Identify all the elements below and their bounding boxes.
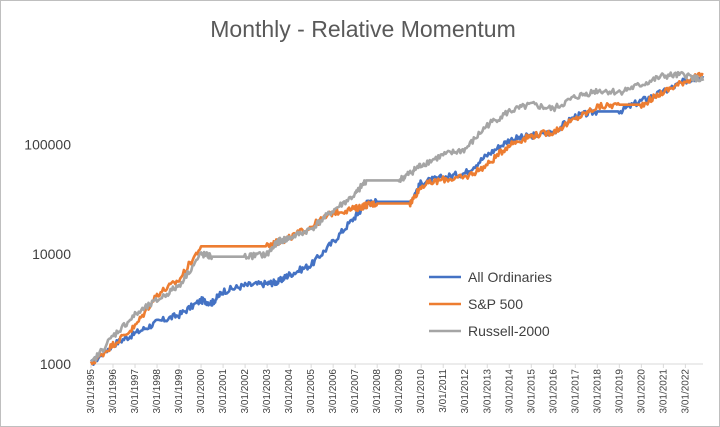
x-tick-label: 3/01/2011	[438, 369, 449, 413]
x-tick-label: 3/01/2005	[306, 369, 317, 414]
x-tick-label: 3/01/2002	[240, 369, 251, 414]
x-tick-label: 3/01/2017	[570, 369, 581, 414]
x-tick-label: 3/01/2018	[592, 369, 603, 414]
x-tick-label: 3/01/2004	[284, 369, 295, 414]
x-tick-label: 3/01/2014	[504, 369, 515, 414]
legend: All Ordinaries S&P 500 Russell-2000	[429, 269, 552, 339]
series-line-s-p-500	[89, 71, 704, 366]
chart-title: Monthly - Relative Momentum	[210, 16, 516, 42]
y-tick-label: 1000	[40, 356, 71, 372]
x-tick-label: 3/01/2015	[526, 369, 537, 414]
y-tick-label: 100000	[24, 136, 71, 152]
y-tick-label: 10000	[32, 246, 71, 262]
x-tick-label: 3/01/2021	[658, 369, 669, 414]
x-tick-label: 3/01/2020	[636, 369, 647, 414]
x-tick-label: 3/01/2007	[350, 369, 361, 414]
x-tick-label: 3/01/2016	[548, 369, 559, 414]
x-tick-label: 3/01/2003	[262, 369, 273, 414]
x-tick-label: 3/01/2010	[416, 369, 427, 414]
x-tick-label: 3/01/1996	[108, 369, 119, 414]
x-tick-label: 3/01/1999	[174, 369, 185, 414]
x-tick-label: 3/01/2008	[372, 369, 383, 414]
x-axis-ticks: 3/01/1995 3/01/1996 3/01/1997 3/01/1998 3/01…	[86, 364, 691, 414]
series-line-all-ordinaries	[90, 74, 705, 366]
x-tick-label: 3/01/2022	[680, 369, 691, 414]
x-tick-label: 3/01/2012	[460, 369, 471, 414]
x-tick-label: 3/01/1997	[130, 369, 141, 414]
x-tick-label: 3/01/2013	[482, 369, 493, 414]
y-axis-ticks: 1000 10000 100000	[24, 136, 71, 372]
series-line-russell-2000	[90, 70, 705, 363]
x-tick-label: 3/01/1995	[86, 369, 97, 414]
legend-label: All Ordinaries	[468, 269, 552, 285]
legend-label: Russell-2000	[468, 323, 550, 339]
x-tick-label: 3/01/2001	[218, 369, 229, 414]
x-tick-label: 3/01/1998	[152, 369, 163, 414]
x-tick-label: 3/01/2009	[394, 369, 405, 414]
x-tick-label: 3/01/2006	[328, 369, 339, 414]
x-tick-label: 3/01/2019	[614, 369, 625, 414]
x-tick-label: 3/01/2000	[196, 369, 207, 414]
legend-label: S&P 500	[468, 296, 523, 312]
series-lines	[89, 70, 705, 366]
